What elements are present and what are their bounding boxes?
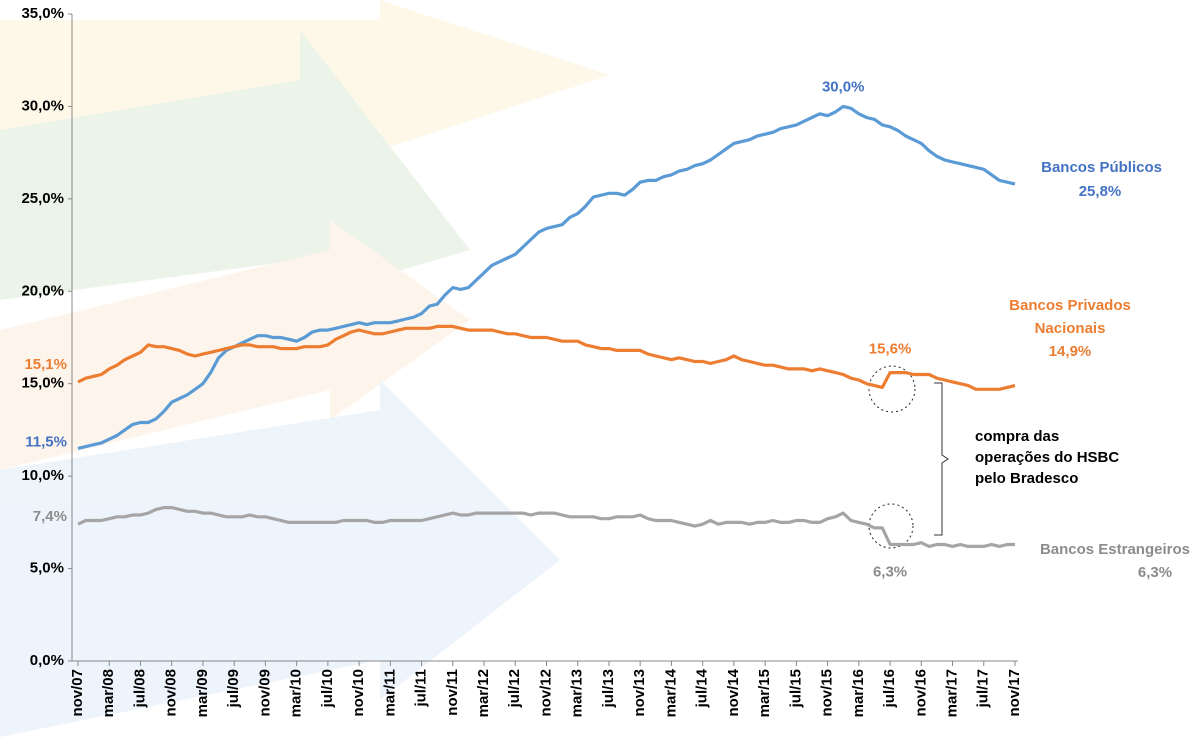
data-label: 6,3% (873, 564, 907, 581)
x-tick-label: nov/14 (725, 668, 742, 716)
x-tick-label: nov/17 (1006, 669, 1023, 717)
x-tick-label: nov/10 (350, 669, 367, 717)
data-label: 25,8% (1079, 183, 1122, 200)
x-tick-label: nov/12 (537, 669, 554, 717)
x-tick-label: mar/17 (944, 669, 961, 717)
x-tick-label: jul/12 (506, 669, 523, 708)
x-tick-label: nov/11 (444, 669, 461, 716)
x-tick-label: nov/09 (256, 669, 273, 717)
data-label: 6,3% (1138, 564, 1172, 581)
x-tick-label: mar/13 (569, 669, 586, 717)
data-label: 11,5% (25, 433, 67, 450)
legend-label: Bancos Privados Nacionais (990, 294, 1150, 340)
x-tick-label: jul/09 (225, 669, 242, 708)
data-label: 15,1% (24, 356, 67, 373)
bracket (934, 383, 948, 535)
annotation: operações do HSBC (975, 449, 1119, 466)
x-tick-label: mar/12 (475, 669, 492, 717)
x-tick-label: nov/13 (631, 669, 648, 717)
data-label: 7,4% (33, 508, 67, 525)
data-label: 14,9% (1049, 343, 1092, 360)
x-tick-label: nov/16 (912, 669, 929, 717)
x-tick-label: jul/16 (881, 669, 898, 708)
x-tick-label: mar/10 (288, 669, 305, 717)
annotation: compra das (975, 428, 1059, 445)
legend-label: Bancos Estrangeiros (1010, 538, 1190, 561)
x-tick-label: jul/10 (319, 669, 336, 708)
legend-label: Bancos Públicos (1000, 156, 1162, 179)
y-tick-label: 35,0% (21, 5, 64, 22)
chart: compra das operações do HSBC pelo Brades… (0, 0, 1192, 737)
x-tick-label: jul/08 (131, 669, 148, 708)
y-tick-label: 20,0% (21, 282, 64, 299)
annotation: pelo Bradesco (975, 470, 1078, 487)
x-tick-label: jul/17 (975, 669, 992, 708)
y-tick-label: 30,0% (21, 97, 64, 114)
x-tick-label: mar/09 (194, 669, 211, 717)
x-tick-label: jul/15 (787, 669, 804, 708)
x-tick-label: nov/08 (163, 669, 180, 717)
x-tick-label: jul/11 (413, 669, 430, 708)
page: compra das operações do HSBC pelo Brades… (0, 0, 1192, 737)
background-arrows (0, 0, 610, 737)
x-tick-label: mar/11 (381, 669, 398, 717)
y-tick-label: 15,0% (21, 375, 64, 392)
y-tick-label: 5,0% (30, 560, 64, 577)
highlight-circle (869, 504, 913, 548)
y-tick-label: 25,0% (21, 190, 64, 207)
x-tick-label: nov/15 (819, 669, 836, 717)
x-tick-label: nov/07 (69, 669, 86, 717)
y-tick-label: 10,0% (21, 467, 64, 484)
data-label: 30,0% (822, 78, 865, 95)
y-tick-label: 0,0% (30, 652, 64, 669)
x-tick-label: jul/14 (694, 668, 711, 708)
x-tick-label: mar/08 (100, 669, 117, 717)
x-tick-label: jul/13 (600, 669, 617, 708)
x-tick-label: mar/14 (662, 668, 679, 717)
data-label: 15,6% (869, 341, 912, 358)
x-tick-label: mar/15 (756, 669, 773, 717)
x-tick-label: mar/16 (850, 669, 867, 717)
